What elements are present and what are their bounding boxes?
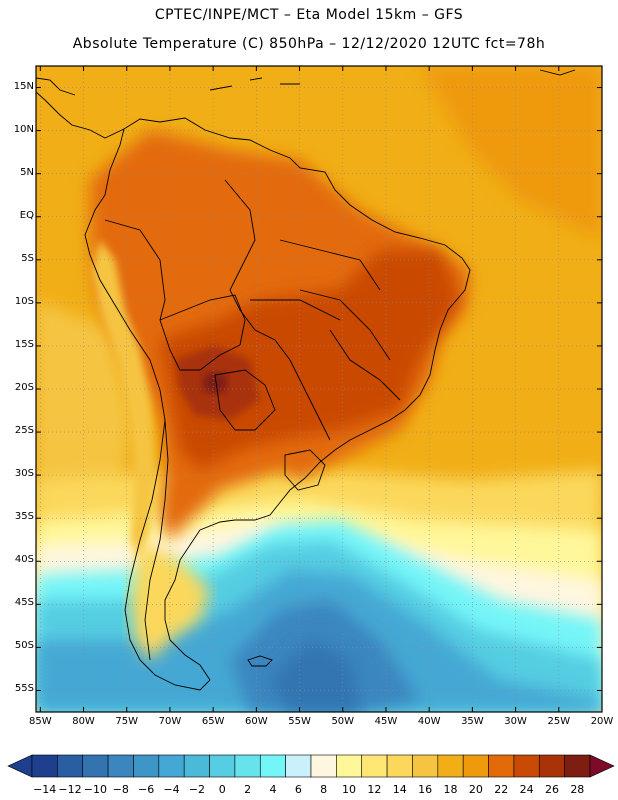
- map-title-line2: Absolute Temperature (C) 850hPa – 12/12/…: [72, 36, 546, 52]
- colorbar-label: 10: [342, 783, 357, 796]
- colorbar-label: −12: [58, 783, 82, 796]
- map-title-line1: CPTEC/INPE/MCT – Eta Model 15km – GFS: [154, 7, 464, 23]
- field-max-28: [202, 372, 228, 394]
- colorbar-label: 18: [443, 783, 458, 796]
- lat-label: 45S: [14, 597, 34, 609]
- colorbar-swatch: [133, 754, 160, 778]
- colorbar-label: 6: [294, 783, 302, 796]
- colorbar-label: −2: [188, 783, 205, 796]
- lat-label: 10N: [13, 123, 34, 135]
- colorbar-label: 26: [544, 783, 559, 796]
- paraguay-border: [214, 369, 276, 431]
- lat-label: 30S: [14, 468, 34, 480]
- bolivia-border: [159, 294, 246, 371]
- lat-label: 15N: [13, 80, 34, 92]
- lon-label: 45W: [374, 716, 398, 727]
- lat-label: 5S: [21, 252, 34, 264]
- axis-ticks: [36, 66, 603, 712]
- colorbar-swatch: [412, 754, 439, 778]
- colorbar-under-arrow: [7, 754, 33, 778]
- uruguay-border: [284, 449, 326, 491]
- lon-label: 20W: [590, 716, 614, 727]
- colorbar-swatch: [361, 754, 388, 778]
- colorbar: [7, 754, 615, 778]
- temperature-field: [36, 66, 602, 712]
- colorbar-swatch: [158, 754, 185, 778]
- falklands: [247, 655, 273, 667]
- coastlines: [36, 69, 576, 691]
- colorbar-label: −6: [138, 783, 155, 796]
- colorbar-swatch: [437, 754, 464, 778]
- lon-label: 80W: [72, 716, 95, 727]
- colorbar-swatch: [538, 754, 565, 778]
- brazil-states: [250, 239, 401, 401]
- colorbar-swatch: [209, 754, 236, 778]
- lon-label: 60W: [245, 716, 268, 727]
- colorbar-label: −8: [112, 783, 129, 796]
- colorbar-swatch: [183, 754, 210, 778]
- lat-label: 35S: [14, 511, 34, 523]
- colorbar-swatch: [285, 754, 312, 778]
- colorbar-label: 8: [320, 783, 328, 796]
- brazil-border: [224, 179, 331, 441]
- colorbar-label: 14: [392, 783, 407, 796]
- lon-label: 50W: [331, 716, 355, 727]
- central-america-outline: [36, 77, 125, 139]
- field-patagonia: [130, 540, 210, 660]
- colorbar-over-arrow: [589, 754, 615, 778]
- field-pacific-band: [36, 300, 130, 520]
- lat-label: 40S: [14, 554, 34, 566]
- colorbar-label: −14: [33, 783, 57, 796]
- field-andes: [92, 240, 155, 560]
- lat-label: 5N: [20, 166, 34, 178]
- colorbar-swatch: [488, 754, 515, 778]
- lon-label: 30W: [504, 716, 527, 727]
- lon-label: 40W: [417, 716, 441, 727]
- lat-label: 50S: [14, 640, 34, 652]
- colorbar-label: 12: [367, 783, 382, 796]
- colorbar-label: 22: [494, 783, 509, 796]
- lat-label: 10S: [14, 295, 34, 307]
- lat-label: 25S: [14, 425, 34, 437]
- lat-label: EQ: [19, 209, 34, 221]
- argentina-chile-border: [144, 419, 169, 661]
- lon-label: 55W: [288, 716, 311, 727]
- lon-label: 75W: [115, 716, 139, 727]
- lon-label: 70W: [158, 716, 182, 727]
- lat-label: 15S: [14, 338, 34, 350]
- colorbar-swatch: [57, 754, 84, 778]
- colorbar-swatch: [234, 754, 261, 778]
- colorbar-swatch: [513, 754, 540, 778]
- colorbar-label: −4: [163, 783, 180, 796]
- colorbar-label: 0: [218, 783, 226, 796]
- colorbar-label: 4: [269, 783, 277, 796]
- colorbar-swatch: [386, 754, 413, 778]
- lon-label: 65W: [201, 716, 225, 727]
- colorbar-swatch: [310, 754, 337, 778]
- lat-label: 55S: [14, 683, 34, 695]
- colorbar-swatch: [31, 754, 58, 778]
- colorbar-swatch: [107, 754, 134, 778]
- field-ne-atlantic: [420, 66, 602, 240]
- colorbar-swatch: [462, 754, 489, 778]
- caribbean-islands: [209, 69, 576, 91]
- lon-label: 25W: [547, 716, 571, 727]
- colorbar-label: 24: [519, 783, 534, 796]
- colorbar-swatch: [259, 754, 286, 778]
- colorbar-label: −10: [83, 783, 108, 796]
- lat-label: 20S: [14, 382, 34, 393]
- peru-border: [104, 219, 166, 321]
- field-band-neg10: [270, 640, 360, 712]
- colorbar-label: 2: [244, 783, 252, 796]
- colorbar-swatch: [336, 754, 363, 778]
- lon-label: 35W: [461, 716, 484, 727]
- colorbar-label: 28: [570, 783, 585, 796]
- colorbar-swatch: [564, 754, 591, 778]
- colorbar-label: 20: [468, 783, 483, 796]
- south-america-outline: [84, 117, 471, 691]
- lon-label: 85W: [29, 716, 52, 727]
- colorbar-swatch: [82, 754, 109, 778]
- colorbar-label: 16: [418, 783, 433, 796]
